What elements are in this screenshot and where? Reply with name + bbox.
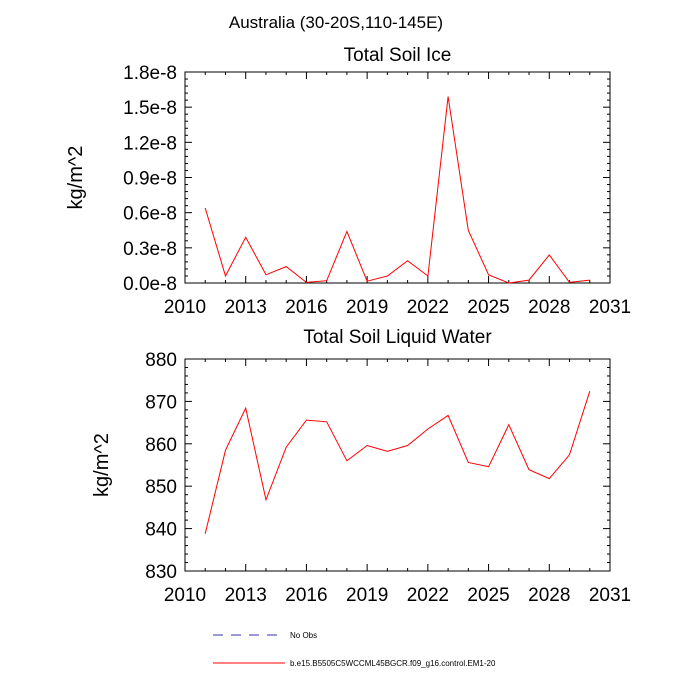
legend-label-no-obs: No Obs bbox=[290, 631, 317, 640]
series-line bbox=[204, 391, 591, 534]
x-tick-label: 2016 bbox=[285, 585, 327, 606]
x-tick-label: 2010 bbox=[164, 297, 206, 318]
legend-label-model-run: b.e15.B5505C5WCCML45BGCR.f09_g16.control… bbox=[290, 659, 496, 668]
x-tick-label: 2025 bbox=[467, 585, 509, 606]
x-tick-label: 2031 bbox=[589, 297, 631, 318]
plot-frame bbox=[184, 358, 611, 572]
y-tick-label: 880 bbox=[145, 350, 177, 371]
x-tick-label: 2025 bbox=[467, 297, 509, 318]
y-tick-label: 1.8e-8 bbox=[123, 63, 177, 84]
y-axis-label: kg/m^2 bbox=[91, 433, 113, 497]
y-tick-label: 1.5e-8 bbox=[123, 98, 177, 119]
x-tick-label: 2016 bbox=[285, 297, 327, 318]
x-tick-label: 2013 bbox=[225, 585, 267, 606]
y-tick-label: 1.2e-8 bbox=[123, 133, 177, 154]
y-tick-label: 870 bbox=[145, 392, 177, 413]
panel-total-soil-liquid-water: Total Soil Liquid Water 2010 2013 2016 2019 2… bbox=[91, 327, 631, 606]
x-tick-label: 2010 bbox=[164, 585, 206, 606]
x-tick-label: 2013 bbox=[225, 297, 267, 318]
y-tick-label: 830 bbox=[145, 562, 177, 583]
y-tick-label: 0.0e-8 bbox=[123, 274, 177, 295]
x-tick-label: 2019 bbox=[346, 297, 388, 318]
x-tick-label: 2022 bbox=[407, 585, 449, 606]
x-tick-label: 2028 bbox=[528, 297, 570, 318]
y-tick-label: 0.9e-8 bbox=[123, 169, 177, 190]
x-tick-label: 2019 bbox=[346, 585, 388, 606]
y-tick-label: 0.6e-8 bbox=[123, 204, 177, 225]
panel-total-soil-ice: Total Soil Ice 2010 2013 2016 2019 2022 2025 20… bbox=[65, 45, 631, 318]
y-tick-label: 860 bbox=[145, 435, 177, 456]
y-tick-label: 840 bbox=[145, 520, 177, 541]
y-axis-label: kg/m^2 bbox=[65, 146, 87, 210]
x-tick-label: 2028 bbox=[528, 585, 570, 606]
panel-title: Total Soil Liquid Water bbox=[303, 327, 492, 348]
y-tick-label: 850 bbox=[145, 477, 177, 498]
y-tick-label: 0.3e-8 bbox=[123, 239, 177, 260]
x-tick-label: 2022 bbox=[407, 297, 449, 318]
legend: No Obs b.e15.B5505C5WCCML45BGCR.f09_g16.… bbox=[213, 631, 496, 668]
plot-frame bbox=[184, 71, 611, 284]
panel-title: Total Soil Ice bbox=[344, 45, 452, 66]
x-tick-label: 2031 bbox=[589, 585, 631, 606]
figure-title: Australia (30-20S,110-145E) bbox=[229, 13, 443, 32]
series-line bbox=[204, 96, 590, 284]
